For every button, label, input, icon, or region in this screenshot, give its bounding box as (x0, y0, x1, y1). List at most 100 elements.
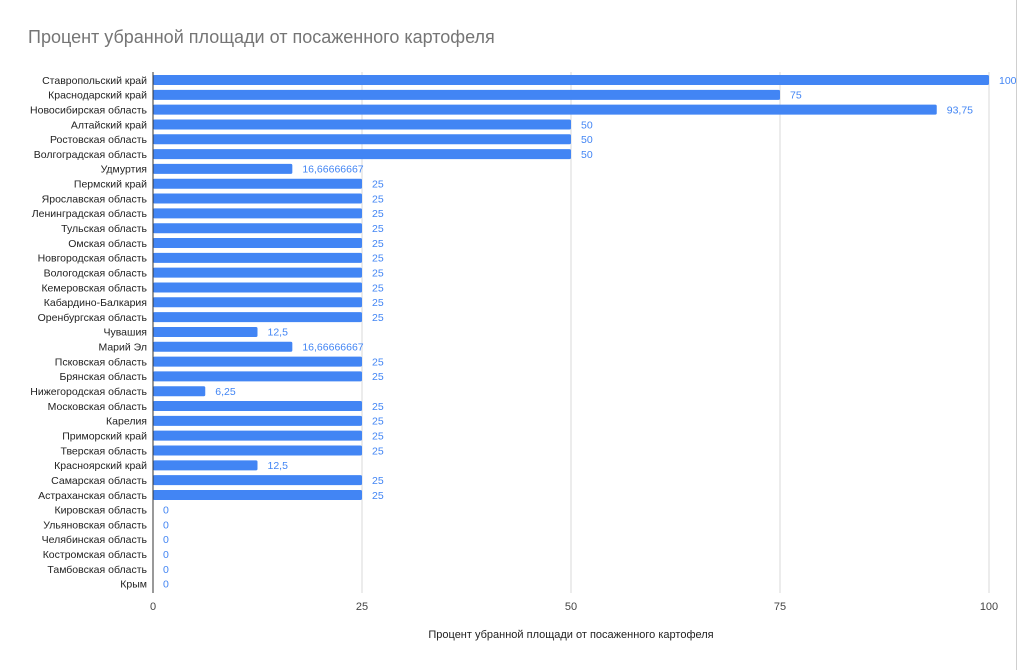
value-label: 25 (372, 193, 384, 205)
value-label: 25 (372, 253, 384, 265)
bar (153, 386, 206, 397)
category-label: Ульяновская область (43, 519, 147, 531)
value-label: 50 (581, 149, 593, 161)
category-label: Вологодская область (44, 267, 148, 279)
category-label: Карелия (106, 416, 147, 428)
bar (153, 401, 362, 412)
value-label: 0 (163, 579, 169, 591)
value-labels: 100 75 93,75 50 50 50 16,66666667 25 25 25 25 25 25 2… (163, 75, 1017, 591)
bar (153, 445, 362, 456)
category-label: Нижегородская область (30, 386, 147, 398)
value-label: 25 (372, 282, 384, 294)
category-label: Тамбовская область (47, 564, 147, 576)
category-label: Новосибирская область (30, 104, 147, 116)
category-label: Удмуртия (101, 164, 147, 176)
category-label: Астраханская область (38, 490, 147, 502)
bar (153, 119, 571, 130)
category-label: Ставропольский край (42, 75, 147, 87)
category-labels: Ставропольский край Краснодарский край Нов… (30, 75, 147, 591)
category-label: Псковская область (55, 356, 148, 368)
x-axis-title: Процент убранной площади от посаженного … (428, 629, 713, 641)
bar (153, 104, 937, 115)
value-label: 25 (372, 430, 384, 442)
category-label: Краснодарский край (48, 90, 147, 102)
bar (153, 475, 362, 486)
category-label: Пермский край (74, 179, 147, 191)
value-label: 12,5 (268, 327, 289, 339)
bar (153, 89, 780, 100)
bar (153, 371, 362, 382)
value-label: 16,66666667 (302, 342, 363, 354)
bar (153, 460, 258, 471)
value-label: 25 (372, 208, 384, 220)
value-label: 75 (790, 90, 802, 102)
category-label: Челябинская область (42, 534, 148, 546)
category-label: Волгоградская область (34, 149, 148, 161)
category-label: Приморский край (62, 430, 147, 442)
x-axis-tick-labels: 0 25 50 75 100 (150, 601, 998, 613)
chart-title: Процент убранной площади от посаженного … (28, 27, 495, 47)
value-label: 50 (581, 119, 593, 131)
x-tick-label: 100 (980, 601, 998, 613)
category-label: Ярославская область (42, 193, 148, 205)
bar (153, 489, 362, 500)
value-label: 25 (372, 371, 384, 383)
bar (153, 149, 571, 160)
value-label: 0 (163, 564, 169, 576)
bar (153, 267, 362, 278)
x-tick-label: 25 (356, 601, 368, 613)
bars (153, 75, 989, 500)
value-label: 100 (999, 75, 1017, 87)
x-tick-label: 0 (150, 601, 156, 613)
value-label: 25 (372, 179, 384, 191)
category-label: Московская область (48, 401, 148, 413)
bar (153, 356, 362, 367)
bar (153, 252, 362, 263)
value-label: 16,66666667 (302, 164, 363, 176)
bar (153, 430, 362, 441)
value-label: 25 (372, 475, 384, 487)
category-label: Тверская область (61, 445, 148, 457)
value-label: 25 (372, 416, 384, 428)
bar (153, 312, 362, 323)
bar (153, 238, 362, 249)
category-label: Тульская область (61, 223, 147, 235)
value-label: 12,5 (268, 460, 289, 472)
category-label: Омская область (68, 238, 147, 250)
value-label: 25 (372, 223, 384, 235)
value-label: 25 (372, 297, 384, 309)
bar (153, 282, 362, 293)
value-label: 0 (163, 549, 169, 561)
value-label: 25 (372, 445, 384, 457)
category-label: Оренбургская область (38, 312, 148, 324)
value-label: 93,75 (947, 104, 973, 116)
bar (153, 193, 362, 204)
value-label: 25 (372, 356, 384, 368)
category-label: Кемеровская область (41, 282, 147, 294)
bar (153, 415, 362, 426)
category-label: Крым (120, 579, 147, 591)
bar (153, 178, 362, 189)
category-label: Марий Эл (98, 342, 147, 354)
value-label: 0 (163, 519, 169, 531)
bar (153, 341, 293, 352)
bar (153, 208, 362, 219)
value-label: 25 (372, 267, 384, 279)
bar (153, 297, 362, 308)
x-tick-label: 75 (774, 601, 786, 613)
value-label: 25 (372, 312, 384, 324)
value-label: 25 (372, 401, 384, 413)
value-label: 6,25 (215, 386, 236, 398)
category-label: Красноярский край (54, 460, 147, 472)
bar (153, 134, 571, 145)
category-label: Ростовская область (50, 134, 148, 146)
category-label: Кировская область (54, 505, 147, 517)
value-label: 50 (581, 134, 593, 146)
value-label: 0 (163, 505, 169, 517)
bar (153, 163, 293, 174)
category-label: Ленинградская область (32, 208, 148, 220)
bar (153, 223, 362, 234)
value-label: 25 (372, 490, 384, 502)
x-tick-label: 50 (565, 601, 577, 613)
